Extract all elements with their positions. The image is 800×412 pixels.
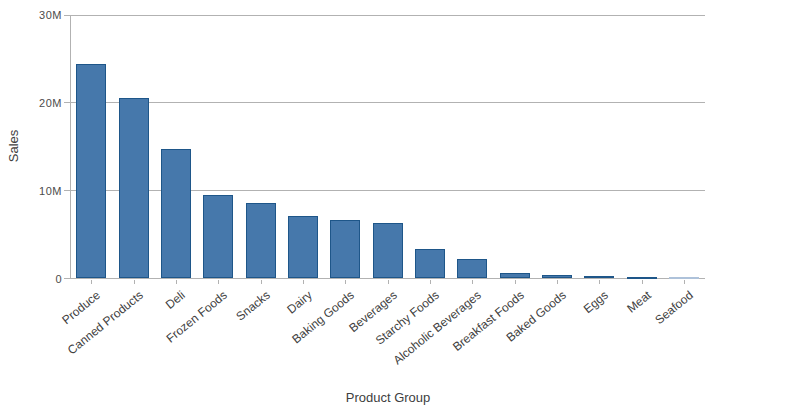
x-tick-mark bbox=[684, 280, 685, 284]
x-tick-mark bbox=[176, 280, 177, 284]
x-tick-mark bbox=[472, 280, 473, 284]
bar-seafood[interactable] bbox=[669, 277, 699, 279]
gridline bbox=[70, 102, 705, 103]
bar-alcoholic-beverages[interactable] bbox=[457, 259, 487, 278]
bar-deli[interactable] bbox=[161, 149, 191, 278]
plot-area: 010M20M30MProduceCanned ProductsDeliFroz… bbox=[0, 0, 800, 412]
y-tick-label: 20M bbox=[20, 96, 62, 110]
bar-beverages[interactable] bbox=[373, 223, 403, 278]
bar-breakfast-foods[interactable] bbox=[500, 273, 530, 278]
x-tick-mark bbox=[303, 280, 304, 284]
y-axis-line bbox=[70, 15, 71, 279]
x-tick-mark bbox=[218, 280, 219, 284]
x-tick-mark bbox=[261, 280, 262, 284]
bar-canned-products[interactable] bbox=[119, 98, 149, 279]
x-tick-mark bbox=[515, 280, 516, 284]
bar-meat[interactable] bbox=[627, 277, 657, 279]
bar-starchy-foods[interactable] bbox=[415, 249, 445, 279]
y-tick-label: 10M bbox=[20, 184, 62, 198]
bar-produce[interactable] bbox=[76, 64, 106, 278]
y-tick-label: 30M bbox=[20, 8, 62, 22]
x-tick-mark bbox=[430, 280, 431, 284]
bar-frozen-foods[interactable] bbox=[203, 195, 233, 278]
x-tick-mark bbox=[557, 280, 558, 284]
x-axis-title: Product Group bbox=[70, 390, 706, 405]
bar-dairy[interactable] bbox=[288, 216, 318, 278]
y-tick-label: 0 bbox=[20, 272, 62, 286]
bar-baked-goods[interactable] bbox=[542, 275, 572, 278]
x-tick-mark bbox=[345, 280, 346, 284]
bar-baking-goods[interactable] bbox=[330, 220, 360, 279]
bar-snacks[interactable] bbox=[246, 203, 276, 279]
bar-chart: Sales 010M20M30MProduceCanned ProductsDe… bbox=[0, 0, 800, 412]
x-tick-mark bbox=[388, 280, 389, 284]
x-tick-mark bbox=[134, 280, 135, 284]
x-tick-mark bbox=[599, 280, 600, 284]
bar-eggs[interactable] bbox=[584, 276, 614, 278]
x-tick-mark bbox=[642, 280, 643, 284]
x-tick-mark bbox=[91, 280, 92, 284]
gridline bbox=[70, 15, 705, 16]
